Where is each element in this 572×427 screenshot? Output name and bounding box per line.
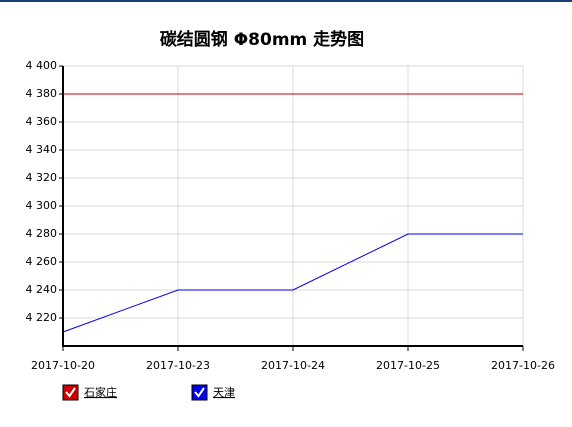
legend-item[interactable]: 石家庄 <box>62 384 117 401</box>
y-tick-label: 4 300 <box>26 199 58 212</box>
check-mark <box>194 387 205 398</box>
series-line <box>62 233 523 333</box>
x-tick-label: 2017-10-24 <box>261 359 325 372</box>
y-tick-label: 4 240 <box>26 283 58 296</box>
y-tick-label: 4 360 <box>26 115 58 128</box>
y-tick-label: 4 280 <box>26 227 58 240</box>
y-tick-label: 4 400 <box>26 59 58 72</box>
top-border <box>0 0 572 2</box>
y-tick-label: 4 340 <box>26 143 58 156</box>
chart-title: 碳结圆钢 Φ80mm 走势图 <box>160 29 364 50</box>
y-tick-label: 4 220 <box>26 311 58 324</box>
x-tick-label: 2017-10-23 <box>146 359 210 372</box>
legend-item[interactable]: 天津 <box>191 384 235 401</box>
y-tick-label: 4 380 <box>26 87 58 100</box>
x-tick-label: 2017-10-26 <box>491 359 555 372</box>
check-mark <box>65 387 76 398</box>
legend-label[interactable]: 石家庄 <box>84 385 117 399</box>
y-tick-label: 4 320 <box>26 171 58 184</box>
x-tick-label: 2017-10-25 <box>376 359 440 372</box>
x-tick-label: 2017-10-20 <box>31 359 95 372</box>
y-tick-label: 4 260 <box>26 255 58 268</box>
legend-checkbox[interactable] <box>191 384 208 401</box>
legend-label[interactable]: 天津 <box>213 386 235 399</box>
legend-checkbox[interactable] <box>62 384 79 401</box>
